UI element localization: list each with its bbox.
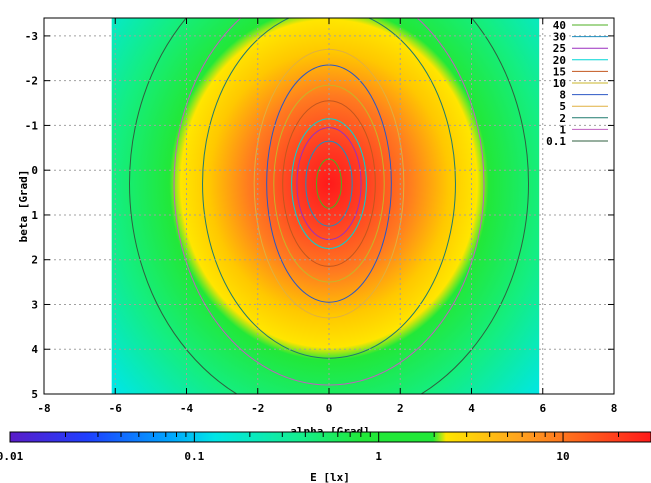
legend-label: 10 — [553, 77, 566, 90]
colorbar-tick-label: 0.1 — [184, 450, 204, 463]
legend-label: 8 — [559, 89, 566, 102]
grid-lines — [44, 18, 614, 394]
contour-line-10 — [129, 18, 529, 394]
y-tick-label: 5 — [31, 388, 38, 401]
y-tick-label: 3 — [31, 298, 38, 311]
legend-label: 30 — [553, 31, 566, 44]
legend-label: 5 — [559, 100, 566, 113]
contour-line-1 — [305, 140, 353, 227]
contour-line-4 — [282, 100, 376, 267]
contour-lines — [129, 18, 529, 394]
heatmap-area — [111, 18, 540, 394]
x-tick-label: 2 — [397, 402, 404, 415]
legend-label: 1 — [559, 123, 566, 136]
y-tick-label: 1 — [31, 209, 38, 222]
legend-label: 2 — [559, 112, 566, 125]
y-tick-label: -2 — [25, 75, 38, 88]
legend-label: 25 — [553, 42, 566, 55]
contour-line-9 — [173, 18, 485, 386]
contour-line-5 — [273, 84, 385, 283]
x-tick-label: 6 — [539, 402, 546, 415]
colorbar-tick-label: 10 — [556, 450, 569, 463]
colorbar-tick-label: 1 — [375, 450, 382, 463]
x-axis-ticks: -8 -6 -4 -2 0 2 4 6 8 — [37, 18, 617, 415]
y-tick-label: -1 — [25, 119, 39, 132]
x-tick-label: -8 — [37, 402, 50, 415]
x-tick-label: -2 — [251, 402, 264, 415]
legend-label: 40 — [553, 19, 566, 32]
x-tick-label: -6 — [109, 402, 123, 415]
x-tick-label: 4 — [468, 402, 475, 415]
legend-label: 0.1 — [546, 135, 566, 148]
legend-label: 15 — [553, 65, 566, 78]
y-tick-label: 4 — [31, 343, 38, 356]
x-tick-label: -4 — [180, 402, 194, 415]
colorbar-ticks: 0.01 0.1 1 10 — [0, 432, 651, 463]
legend-label: 20 — [553, 54, 566, 67]
y-tick-label: 0 — [31, 164, 38, 177]
colorbar-tick-label: 0.01 — [0, 450, 24, 463]
y-tick-label: 2 — [31, 254, 38, 267]
colorbar-label: E [lx] — [310, 471, 350, 483]
y-tick-label: -3 — [25, 30, 38, 43]
x-tick-label: 8 — [611, 402, 618, 415]
y-axis-label: beta [Grad] — [17, 170, 30, 243]
x-tick-label: 0 — [326, 402, 333, 415]
